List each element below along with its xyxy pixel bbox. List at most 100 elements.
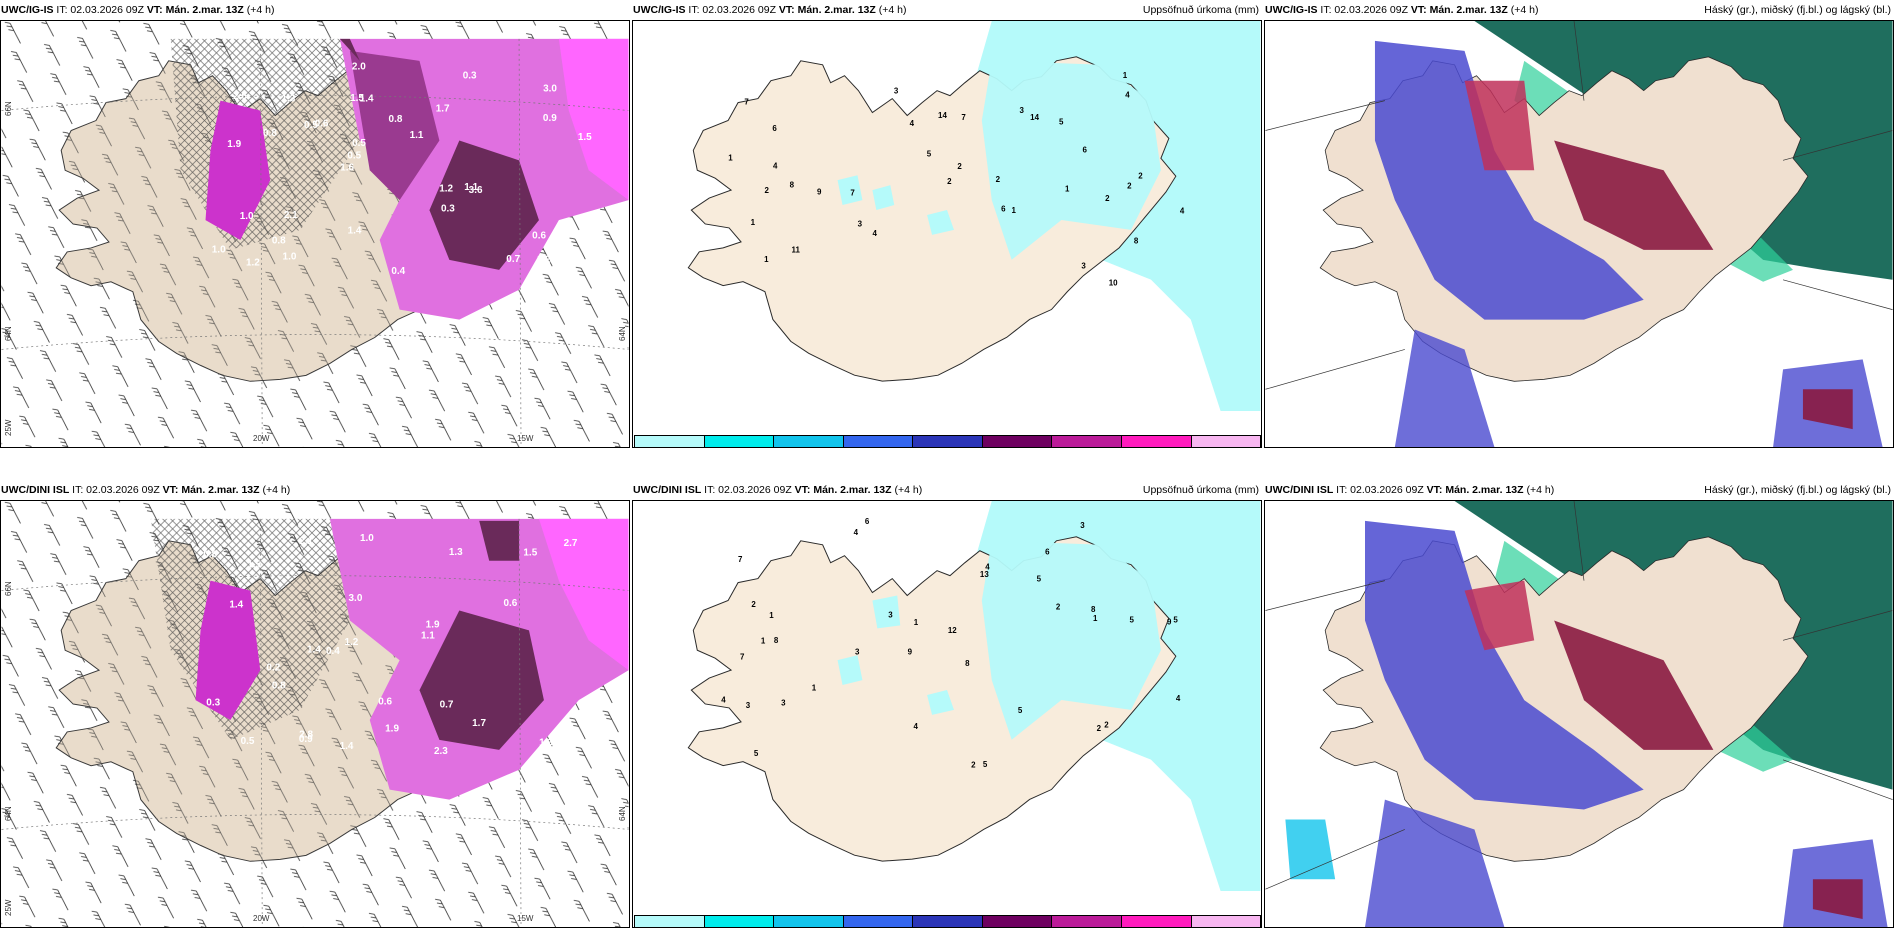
value-label: 1.5 [350, 93, 364, 104]
value-label: 2.5 [233, 91, 247, 102]
value-label: 1.4 [360, 94, 374, 105]
wind-map[interactable]: 1.4 2.3 2.8 1.7 2.1 1.5 1.4 1.3 1.0 3.0 1.5 1.9 1.2 0… [0, 500, 630, 928]
value-label: 3.6 [469, 185, 483, 196]
value-label: 3 [781, 699, 786, 708]
cloud-panel-row2: UWC/DINI ISL IT: 02.03.2026 09Z VT: Mán.… [1264, 480, 1894, 928]
value-label: 9 [908, 648, 913, 657]
value-label: 1 [751, 218, 756, 227]
value-label: 0.6 [378, 696, 392, 707]
value-label: 0.5 [347, 150, 361, 161]
colorbar [634, 915, 1261, 927]
panel-title: UWC/DINI ISL IT: 02.03.2026 09Z VT: Mán.… [1, 482, 627, 498]
init-time: IT: 02.03.2026 09Z [1320, 4, 1408, 16]
value-label: 0.4 [391, 266, 405, 277]
value-label: 1.0 [240, 211, 254, 222]
model-name: UWC/DINI ISL [1, 484, 70, 496]
lon-label-25w: 25W [4, 899, 13, 916]
colorbar-segment [1121, 916, 1192, 927]
value-label: 0.3 [441, 203, 455, 214]
value-label: 5 [983, 760, 988, 769]
value-label: 4 [721, 695, 726, 704]
value-label: 5 [754, 749, 759, 758]
value-label: 1.9 [227, 139, 241, 150]
lead-time: (+4 h) [1526, 484, 1555, 496]
value-label: 1.0 [360, 533, 374, 544]
model-name: UWC/IG-IS [1265, 4, 1318, 16]
value-label: 7 [961, 113, 966, 122]
colorbar-segment [635, 436, 705, 447]
value-label: 5 [1173, 615, 1178, 624]
value-label: 1.2 [537, 254, 551, 265]
value-label: 1.3 [449, 547, 463, 558]
value-label: 2 [971, 761, 976, 770]
value-label: 2.0 [352, 62, 366, 73]
model-name: UWC/IG-IS [1, 4, 54, 16]
value-label: 1.4 [340, 741, 354, 752]
lat-label-64n: 64N [4, 806, 13, 821]
value-label: 0.5 [352, 138, 366, 149]
lat-label-64n: 64N [4, 326, 13, 341]
value-label: 8 [1091, 605, 1096, 614]
value-label: 14 [938, 111, 947, 120]
colorbar-segment [1191, 916, 1261, 927]
value-label: 1.0 [283, 251, 297, 262]
value-label: 2.7 [564, 538, 578, 549]
value-label: 4 [910, 119, 915, 128]
panel-title: UWC/IG-IS IT: 02.03.2026 09Z VT: Mán. 2.… [633, 2, 1259, 18]
value-label: 1.5 [523, 548, 537, 559]
value-label: 10 [1109, 278, 1118, 287]
value-label: 1.5 [578, 132, 592, 143]
value-label: 5 [1059, 118, 1064, 127]
colorbar-segment [913, 916, 983, 927]
lon-label-20w: 20W [253, 434, 270, 443]
value-label: 2 [1138, 171, 1143, 180]
valid-time: VT: Mán. 2.mar. 13Z [162, 484, 260, 496]
value-label: 1.2 [246, 258, 260, 269]
cloud-map[interactable] [1264, 500, 1894, 928]
value-label: 0.6 [504, 598, 518, 609]
colorbar-segment [843, 436, 914, 447]
value-label: 0.6 [532, 230, 546, 241]
value-label: 2 [1056, 603, 1061, 612]
value-label: 3 [858, 220, 863, 229]
value-label: 1 [769, 611, 774, 620]
value-label: 0.8 [203, 550, 217, 561]
value-label: 2 [1105, 194, 1110, 203]
colorbar-segment [774, 436, 844, 447]
colorbar-segment [1052, 916, 1122, 927]
value-label: 0.3 [206, 697, 220, 708]
colorbar-segment [774, 916, 844, 927]
value-label: 6 [865, 517, 870, 526]
value-label: 2 [1104, 721, 1109, 730]
value-label: 4 [1176, 694, 1181, 703]
lat-label-66n: 66N [4, 101, 13, 116]
value-label: 1.1 [410, 130, 424, 141]
cloud-map[interactable] [1264, 20, 1894, 448]
value-label: 1 [1065, 185, 1070, 194]
precip-map[interactable]: 10 8 6 7 8 6 11 7 5 14 14 3 4 3 2 1 1 2 1 1 1 7 6 4 2 4 9 2 5 4 1 2 3 3 4 2… [632, 20, 1262, 448]
value-label: 0.8 [389, 114, 403, 125]
cloud-map-svg [1265, 501, 1893, 927]
value-label: 2.8 [299, 730, 313, 741]
value-label: 7 [744, 98, 749, 107]
lead-time: (+4 h) [246, 4, 275, 16]
value-label: 1 [1093, 614, 1098, 623]
init-time: IT: 02.03.2026 09Z [56, 4, 144, 16]
value-label: 1.4 [229, 600, 243, 611]
lon-label-15w: 15W [517, 914, 534, 923]
wind-map[interactable]: 1.2 1.9 3.0 1.6 1.7 1.2 1.5 0.8 1.0 0.6 1.0 0.8 1.4 1… [0, 20, 630, 448]
product-name: Háský (gr.), miðský (fj.bl.) og lágský (… [1704, 484, 1891, 496]
value-label: 4 [913, 722, 918, 731]
value-label: 8 [1134, 237, 1139, 246]
precip-map[interactable]: 6 6 9 9 8 8 7 5 7 13 12 5 4 3 2 5 4 3 2 1 1 1 5 5 4 2 1 1 2 3 2 4 3 3 5 4 8 … [632, 500, 1262, 928]
value-label: 14 [1030, 113, 1039, 122]
cloud-map-svg [1265, 21, 1893, 447]
value-label: 1 [764, 255, 769, 264]
product-name: Uppsöfnuð úrkoma (mm) [1142, 484, 1259, 496]
panel-title: UWC/DINI ISL IT: 02.03.2026 09Z VT: Mán.… [1265, 482, 1891, 498]
value-label: 2 [1127, 181, 1132, 190]
wind-map-svg: 1.4 2.3 2.8 1.7 2.1 1.5 1.4 1.3 1.0 3.0 1.5 1.9 1.2 0… [1, 501, 629, 927]
value-label: 0.2 [266, 663, 280, 674]
